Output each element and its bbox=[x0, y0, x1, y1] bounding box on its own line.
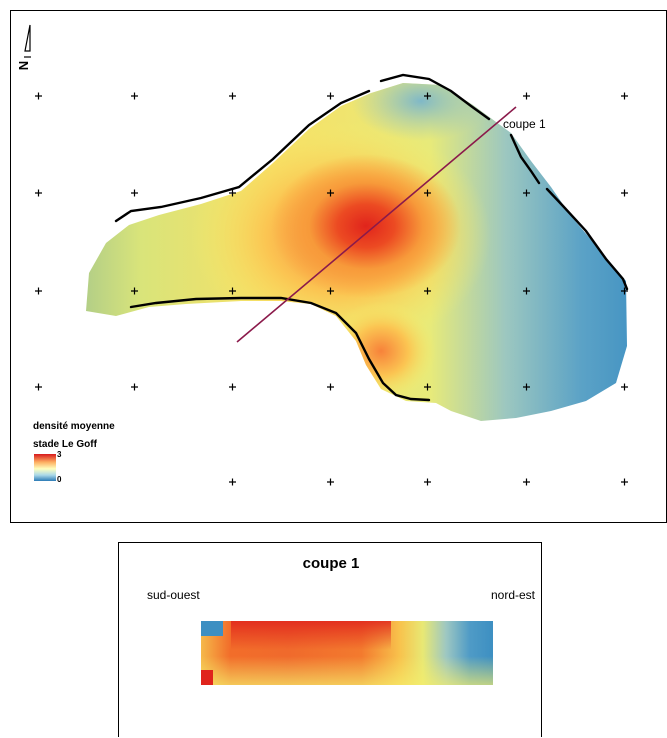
boundary-contour-south bbox=[129, 296, 431, 402]
section-profile bbox=[201, 621, 493, 685]
grid-marker-row-3 bbox=[35, 287, 628, 295]
legend-color-bar bbox=[34, 454, 56, 481]
grid-marker-row-4 bbox=[35, 383, 628, 391]
north-label: N bbox=[16, 60, 32, 71]
boundary-contour bbox=[114, 73, 629, 291]
section-right-label: nord-est bbox=[490, 588, 535, 602]
density-surface bbox=[86, 83, 627, 421]
map-panel: N coupe 1 densité moyenne stade Le Goff … bbox=[10, 10, 667, 523]
section-panel: coupe 1 sud-ouest nord-est bbox=[118, 542, 542, 737]
section-line bbox=[236, 106, 517, 343]
grid-marker-row-1 bbox=[35, 92, 628, 100]
legend-title-line2: stade Le Goff bbox=[33, 439, 97, 450]
north-arrow-icon bbox=[24, 24, 31, 58]
grid-marker-row-2 bbox=[35, 189, 628, 197]
section-left-label: sud-ouest bbox=[147, 588, 200, 602]
legend-min-label: 0 bbox=[57, 475, 62, 484]
density-map bbox=[24, 24, 629, 486]
legend-title-line1: densité moyenne bbox=[33, 421, 115, 432]
section-title: coupe 1 bbox=[302, 555, 360, 572]
grid-markers bbox=[35, 92, 628, 486]
legend-max-label: 3 bbox=[57, 450, 62, 459]
grid-marker-row-5 bbox=[229, 478, 628, 486]
section-line-label: coupe 1 bbox=[503, 117, 546, 131]
